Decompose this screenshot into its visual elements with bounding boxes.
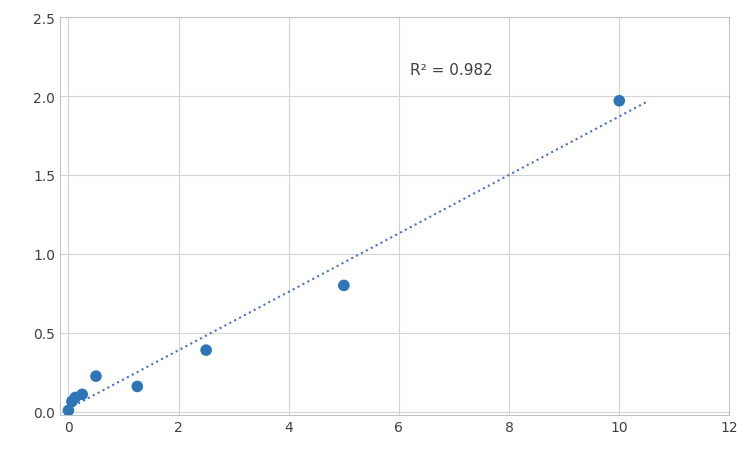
Point	[62, 407, 74, 414]
Point	[76, 391, 88, 398]
Point	[90, 373, 102, 380]
Point	[66, 398, 78, 405]
Text: R² = 0.982: R² = 0.982	[410, 63, 493, 78]
Point	[132, 383, 144, 390]
Point	[69, 394, 81, 401]
Point	[613, 98, 625, 105]
Point	[338, 282, 350, 290]
Point	[200, 347, 212, 354]
